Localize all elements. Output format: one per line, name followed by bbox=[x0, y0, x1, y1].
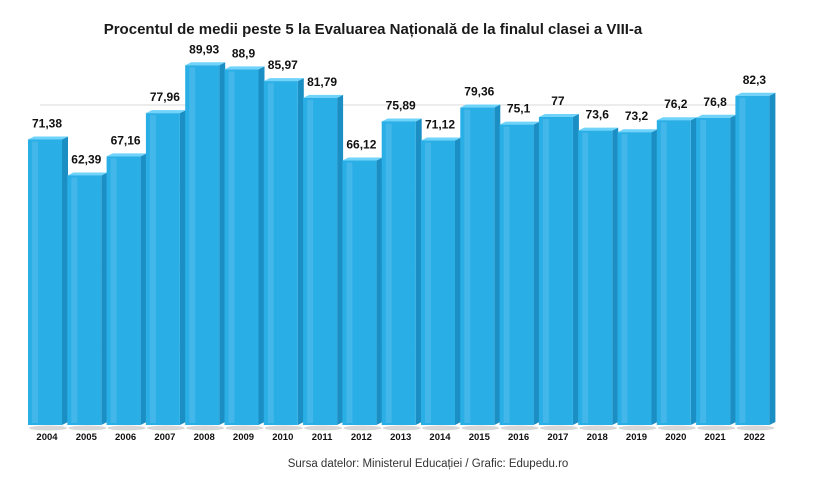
bar bbox=[578, 127, 619, 431]
value-label: 81,79 bbox=[307, 75, 337, 89]
bar bbox=[696, 114, 737, 431]
value-label: 66,12 bbox=[346, 138, 376, 152]
x-tick-label: 2012 bbox=[351, 432, 372, 443]
x-tick-label: 2016 bbox=[508, 432, 529, 443]
bar bbox=[538, 114, 579, 431]
x-tick-label: 2004 bbox=[36, 432, 58, 443]
value-label: 76,8 bbox=[703, 95, 727, 109]
x-tick-label: 2015 bbox=[469, 432, 491, 443]
value-label: 75,89 bbox=[386, 98, 416, 112]
x-tick-label: 2014 bbox=[429, 432, 451, 443]
bar bbox=[303, 94, 344, 431]
value-label: 73,6 bbox=[586, 108, 610, 122]
bar bbox=[735, 92, 776, 431]
bar bbox=[106, 153, 147, 431]
bar bbox=[185, 62, 226, 431]
x-tick-label: 2005 bbox=[76, 432, 98, 443]
value-label: 77,96 bbox=[150, 90, 180, 104]
bar bbox=[263, 78, 304, 431]
x-tick-label: 2022 bbox=[744, 432, 765, 443]
bars bbox=[28, 62, 776, 431]
x-tick-label: 2006 bbox=[115, 432, 136, 443]
bar bbox=[67, 172, 108, 431]
value-label: 73,2 bbox=[625, 109, 649, 123]
value-label: 79,36 bbox=[464, 85, 494, 99]
bar bbox=[381, 118, 422, 431]
value-label: 82,3 bbox=[743, 73, 767, 87]
bar bbox=[145, 110, 186, 431]
x-tick-label: 2007 bbox=[154, 432, 175, 443]
value-label: 75,1 bbox=[507, 102, 531, 116]
value-label: 85,97 bbox=[268, 58, 298, 72]
x-tick-label: 2011 bbox=[312, 432, 333, 443]
x-tick-label: 2017 bbox=[547, 432, 568, 443]
value-label: 89,93 bbox=[189, 42, 219, 56]
value-label: 67,16 bbox=[111, 133, 141, 147]
x-tick-label: 2020 bbox=[665, 432, 686, 443]
bar bbox=[28, 136, 68, 431]
value-label: 71,12 bbox=[425, 118, 455, 132]
bar bbox=[224, 66, 265, 431]
value-label: 76,2 bbox=[664, 97, 688, 111]
value-labels: 71,38 62,39 67,16 77,96 89,93 88,9 85,97 81,79 6… bbox=[32, 42, 766, 166]
value-label: 77 bbox=[551, 94, 565, 108]
value-label: 88,9 bbox=[232, 46, 256, 60]
x-tick-label: 2018 bbox=[587, 432, 608, 443]
value-label: 71,38 bbox=[32, 116, 62, 130]
chart-title: Procentul de medii peste 5 la Evaluarea … bbox=[104, 21, 643, 38]
x-axis-ticks: 2004 2005 2006 2007 2008 2009 2010 2011 2012 2013… bbox=[36, 432, 765, 443]
x-tick-label: 2010 bbox=[272, 432, 293, 443]
x-tick-label: 2008 bbox=[194, 432, 215, 443]
bar bbox=[421, 137, 461, 431]
x-tick-label: 2009 bbox=[233, 432, 254, 443]
x-tick-label: 2013 bbox=[390, 432, 411, 443]
bar bbox=[617, 129, 658, 431]
source-note: Sursa datelor: Ministerul Educației / Gr… bbox=[288, 458, 569, 470]
x-tick-label: 2019 bbox=[626, 432, 647, 443]
x-tick-label: 2021 bbox=[705, 432, 727, 443]
bar bbox=[342, 157, 383, 431]
bar bbox=[656, 117, 697, 431]
bar bbox=[460, 104, 501, 431]
bar bbox=[499, 121, 540, 431]
value-label: 62,39 bbox=[71, 152, 101, 166]
